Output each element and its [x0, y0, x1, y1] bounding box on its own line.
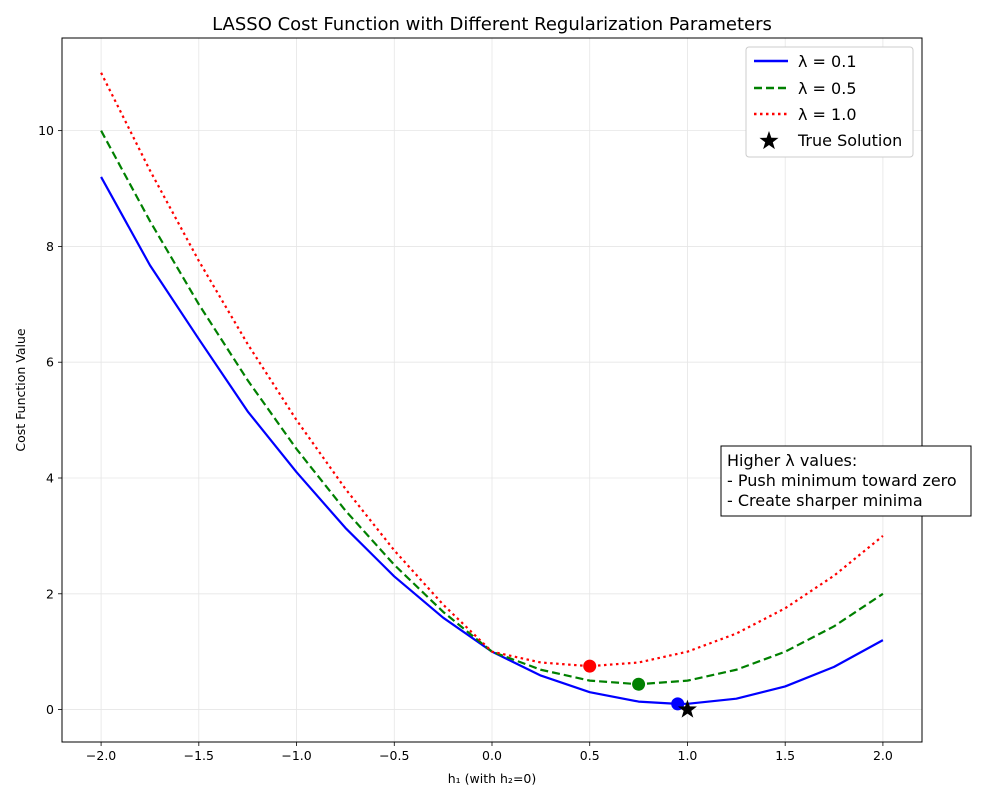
minimum-point-lambda-0.5	[632, 677, 646, 691]
y-tick-label: 2	[46, 586, 54, 601]
legend-label-lambda-0.1: λ = 0.1	[798, 52, 857, 71]
y-axis-label: Cost Function Value	[13, 328, 28, 452]
series-line-lambda-0.1	[100, 176, 884, 706]
annotation-line-2: - Push minimum toward zero	[727, 471, 957, 490]
series-line-lambda-0.5	[100, 130, 884, 686]
y-tick-label: 6	[46, 355, 54, 370]
y-tick-label: 0	[46, 702, 54, 717]
x-axis-label: h₁ (with h₂=0)	[448, 771, 537, 786]
annotation-line-3: - Create sharper minima	[727, 491, 923, 510]
legend-label-lambda-0.5: λ = 0.5	[798, 79, 857, 98]
annotation-frame	[720, 445, 972, 517]
annotation-line-1: Higher λ values:	[727, 451, 857, 470]
x-tick-label: −0.5	[379, 748, 409, 763]
series-lines	[100, 72, 884, 706]
annotation-box: Higher λ values: - Push minimum toward z…	[720, 445, 972, 517]
legend-label-true-solution: True Solution	[797, 131, 902, 150]
x-tick-label: 0.5	[580, 748, 600, 763]
x-tick-label: −1.5	[184, 748, 214, 763]
x-tick-label: 2.0	[873, 748, 893, 763]
axis-ticks: −2.0 −1.5 −1.0 −0.5 0.0 0.5 1.0 1.5 2.0 0 2 4 6 8 10	[38, 123, 893, 763]
minimum-point-lambda-1.0	[583, 659, 597, 673]
chart-title: LASSO Cost Function with Different Regul…	[212, 14, 772, 35]
legend-box	[745, 46, 914, 158]
legend-star-shape	[759, 131, 779, 150]
legend-label-lambda-1.0: λ = 1.0	[798, 105, 857, 124]
x-tick-label: 1.0	[678, 748, 698, 763]
y-tick-label: 4	[46, 471, 54, 486]
legend-star-icon	[759, 131, 779, 150]
x-tick-label: −2.0	[86, 748, 116, 763]
grid	[62, 38, 922, 742]
true-solution-star	[677, 699, 697, 718]
y-tick-label: 8	[46, 239, 54, 254]
x-tick-label: 0.0	[482, 748, 502, 763]
y-tick-label: 10	[38, 123, 54, 138]
x-tick-label: 1.5	[775, 748, 795, 763]
x-tick-label: −1.0	[281, 748, 311, 763]
minimum-markers	[583, 659, 697, 718]
series-line-lambda-1.0	[100, 72, 884, 668]
legend: λ = 0.1 λ = 0.5 λ = 1.0 True Solution	[745, 46, 914, 158]
